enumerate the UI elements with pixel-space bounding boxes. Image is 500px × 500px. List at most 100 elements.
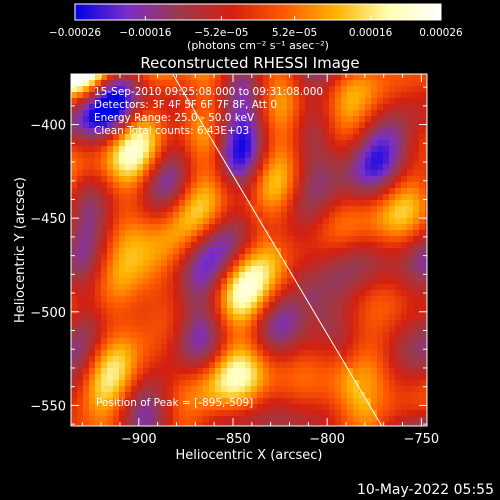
heatmap-cell (113, 284, 120, 291)
heatmap-cell (425, 230, 427, 237)
heatmap-cell (407, 110, 414, 117)
heatmap-cell (197, 332, 204, 339)
heatmap-cell (107, 308, 114, 315)
heatmap-cell (389, 242, 396, 249)
heatmap-cell (179, 170, 186, 177)
heatmap-cell (107, 230, 114, 237)
heatmap-cell (143, 122, 150, 129)
heatmap-cell (185, 92, 192, 99)
heatmap-cell (203, 266, 210, 273)
heatmap-cell (173, 344, 180, 351)
heatmap-cell (413, 188, 420, 195)
heatmap-cell (287, 260, 294, 267)
heatmap-cell (167, 206, 174, 213)
heatmap-cell (305, 272, 312, 279)
heatmap-cell (293, 350, 300, 357)
heatmap-cell (353, 308, 360, 315)
heatmap-cell (179, 338, 186, 345)
heatmap-cell (341, 74, 348, 81)
heatmap-cell (335, 152, 342, 159)
heatmap-cell (305, 230, 312, 237)
heatmap-cell (137, 308, 144, 315)
heatmap-cell (323, 302, 330, 309)
heatmap-cell (329, 224, 336, 231)
heatmap-cell (155, 368, 162, 375)
heatmap-cell (149, 218, 156, 225)
heatmap-cell (149, 362, 156, 369)
heatmap-cell (401, 104, 408, 111)
colorbar (74, 3, 442, 21)
heatmap-cell (209, 218, 216, 225)
heatmap-cell (287, 362, 294, 369)
heatmap-cell (245, 392, 252, 399)
heatmap-cell (257, 140, 264, 147)
heatmap-cell (137, 164, 144, 171)
heatmap-cell (341, 338, 348, 345)
heatmap-cell (233, 128, 240, 135)
heatmap-cell (365, 284, 372, 291)
heatmap-cell (143, 386, 150, 393)
heatmap-cell (131, 182, 138, 189)
heatmap-cell (83, 320, 90, 327)
heatmap-cell (257, 86, 264, 93)
heatmap-cell (383, 236, 390, 243)
heatmap-cell (185, 356, 192, 363)
heatmap-cell (359, 176, 366, 183)
heatmap-cell (407, 98, 414, 105)
heatmap-cell (413, 248, 420, 255)
heatmap-cell (365, 188, 372, 195)
heatmap-cell (101, 128, 108, 135)
heatmap-cell (413, 374, 420, 381)
heatmap-cell (401, 356, 408, 363)
heatmap-cell (299, 236, 306, 243)
heatmap-cell (137, 338, 144, 345)
heatmap-cell (245, 290, 252, 297)
heatmap-cell (401, 110, 408, 117)
heatmap-cell (323, 242, 330, 249)
heatmap-cell (317, 284, 324, 291)
heatmap-cell (215, 248, 222, 255)
heatmap-cell (185, 236, 192, 243)
heatmap-cell (335, 206, 342, 213)
heatmap-cell (353, 104, 360, 111)
heatmap-cell (317, 176, 324, 183)
heatmap-cell (263, 230, 270, 237)
heatmap-cell (335, 278, 342, 285)
heatmap-cell (215, 356, 222, 363)
colorbar-tick-label: 0.00016 (349, 27, 393, 39)
heatmap-cell (83, 128, 90, 135)
heatmap-cell (209, 392, 216, 399)
heatmap-cell (269, 98, 276, 105)
heatmap-cell (335, 308, 342, 315)
heatmap-cell (167, 392, 174, 399)
heatmap-cell (239, 260, 246, 267)
heatmap-cell (365, 350, 372, 357)
heatmap-cell (353, 266, 360, 273)
heatmap-cell (137, 128, 144, 135)
heatmap-cell (341, 290, 348, 297)
heatmap-cell (239, 128, 246, 135)
heatmap-cell (155, 86, 162, 93)
heatmap-cell (143, 254, 150, 261)
heatmap-cell (401, 398, 408, 405)
heatmap-cell (233, 332, 240, 339)
heatmap-cell (233, 380, 240, 387)
heatmap-cell (311, 248, 318, 255)
heatmap-cell (197, 344, 204, 351)
heatmap-cell (323, 320, 330, 327)
heatmap-cell (209, 74, 216, 81)
heatmap-cell (101, 320, 108, 327)
heatmap-cell (269, 158, 276, 165)
heatmap-cell (365, 98, 372, 105)
heatmap-cell (107, 416, 114, 423)
heatmap-cell (251, 410, 258, 417)
heatmap-cell (389, 332, 396, 339)
heatmap-cell (323, 350, 330, 357)
heatmap-cell (335, 200, 342, 207)
heatmap-cell (221, 266, 228, 273)
heatmap-cell (323, 380, 330, 387)
heatmap-cell (401, 230, 408, 237)
heatmap-cell (149, 296, 156, 303)
heatmap-cell (251, 74, 258, 81)
heatmap-cell (335, 134, 342, 141)
